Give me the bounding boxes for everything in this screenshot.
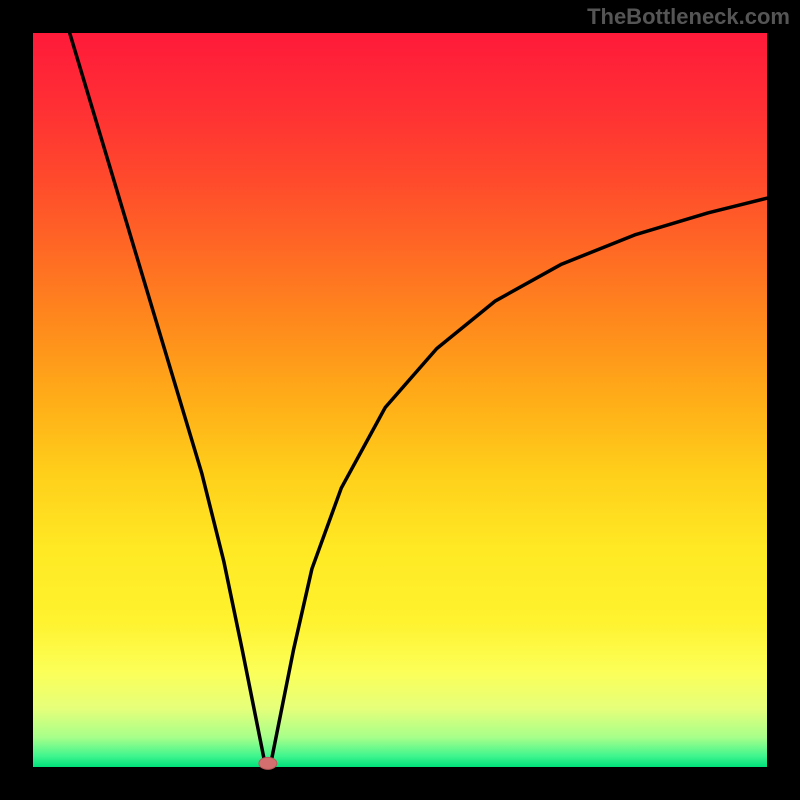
optimal-marker <box>259 757 277 769</box>
bottleneck-chart-svg <box>0 0 800 800</box>
chart-container: TheBottleneck.com <box>0 0 800 800</box>
plot-area <box>33 33 767 767</box>
